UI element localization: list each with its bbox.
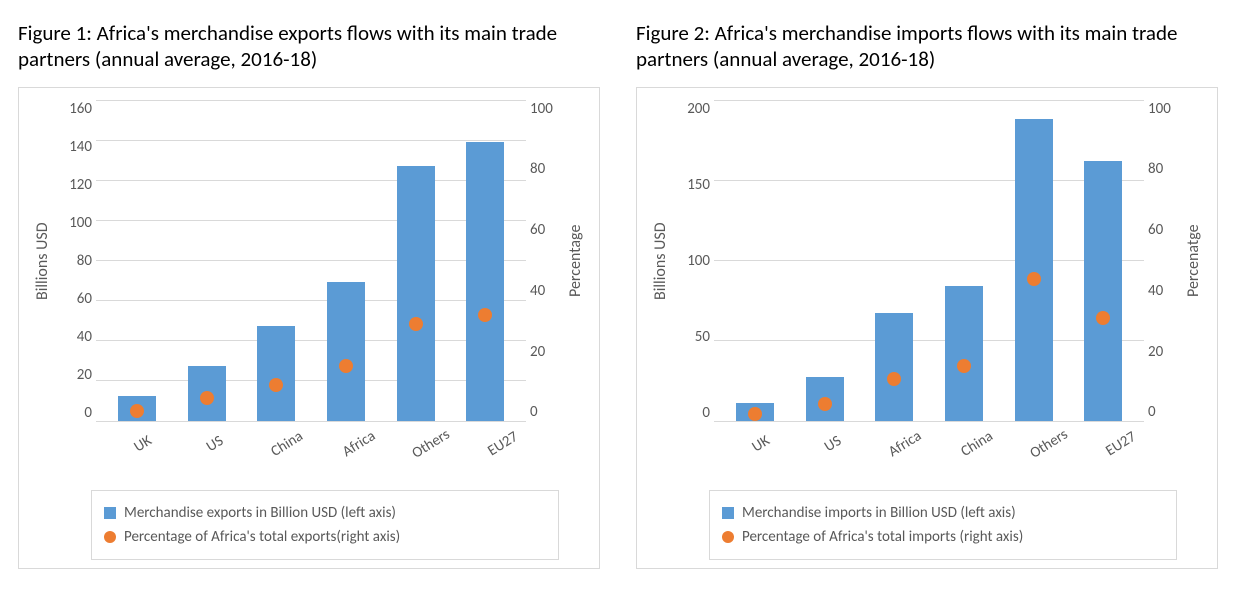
marker-dot <box>130 404 144 418</box>
bar-group <box>241 100 311 421</box>
tick-label: 80 <box>1148 160 1178 178</box>
bar-group <box>311 100 381 421</box>
plot-area <box>96 100 526 422</box>
dot-swatch-icon <box>104 531 116 543</box>
marker-dot <box>1027 272 1041 286</box>
bar-group <box>381 100 451 421</box>
plot-row: Billions USD 160 140 120 100 80 60 40 20 0 100 80… <box>31 100 587 422</box>
y-left-ticks: 160 140 120 100 80 60 40 20 0 <box>58 100 92 422</box>
dot-swatch-icon <box>722 531 734 543</box>
bar-group <box>859 100 929 421</box>
tick-label: 100 <box>58 214 92 232</box>
marker-dot <box>409 317 423 331</box>
bar-group <box>720 100 790 421</box>
tick-label: 150 <box>676 176 710 194</box>
tick-label: 100 <box>530 100 560 118</box>
plot-row: Billions USD 200150100500 100806040200 P… <box>649 100 1205 422</box>
bar <box>1015 119 1053 421</box>
tick-label: 0 <box>1148 403 1178 421</box>
legend-marker-label: Percentage of Africa's total exports(rig… <box>124 528 400 546</box>
tick-label: 20 <box>58 366 92 384</box>
legend-bar-row: Merchandise imports in Billion USD (left… <box>722 501 1164 525</box>
x-axis-labels: UKUSAfricaChinaOthersEU27 <box>709 422 1153 456</box>
tick-label: 200 <box>676 100 710 118</box>
tick-label: 0 <box>676 404 710 422</box>
tick-label: 0 <box>530 403 560 421</box>
tick-label: 100 <box>1148 100 1178 118</box>
marker-dot <box>957 359 971 373</box>
figure-2-panel: Figure 2: Africa's merchandise imports f… <box>618 0 1236 610</box>
bar <box>257 326 295 420</box>
y-right-label: Percentage <box>564 100 587 422</box>
figure-2-chart: Billions USD 200150100500 100806040200 P… <box>636 87 1218 569</box>
marker-dot <box>269 378 283 392</box>
tick-label: 80 <box>58 252 92 270</box>
bar <box>397 166 435 421</box>
bar-swatch-icon <box>722 507 734 519</box>
tick-label: 80 <box>530 160 560 178</box>
marker-dot <box>887 372 901 386</box>
y-right-ticks: 100 80 60 40 20 0 <box>1148 100 1178 422</box>
bar-group <box>450 100 520 421</box>
tick-label: 50 <box>676 328 710 346</box>
bar-swatch-icon <box>104 507 116 519</box>
bar <box>1084 161 1122 421</box>
figure-1-panel: Figure 1: Africa's merchandise exports f… <box>0 0 618 610</box>
plot-area <box>714 100 1144 422</box>
tick-label: 60 <box>1148 221 1178 239</box>
bar <box>327 282 365 420</box>
bar-group <box>999 100 1069 421</box>
bars-container <box>96 100 526 421</box>
tick-label: 120 <box>58 176 92 194</box>
figure-2-title: Figure 2: Africa's merchandise imports f… <box>636 20 1218 73</box>
y-right-ticks: 100 80 60 40 20 0 <box>530 100 560 422</box>
tick-label: 100 <box>676 252 710 270</box>
legend-bar-label: Merchandise exports in Billion USD (left… <box>124 504 396 522</box>
bar-group <box>172 100 242 421</box>
y-left-label: Billions USD <box>649 100 672 422</box>
x-axis-labels: UKUSChinaAfricaOthersEU27 <box>91 422 535 456</box>
bar <box>945 286 983 421</box>
marker-dot <box>339 359 353 373</box>
legend: Merchandise exports in Billion USD (left… <box>91 490 559 560</box>
y-right-label: Percenatge <box>1182 100 1205 422</box>
tick-label: 40 <box>530 282 560 300</box>
tick-label: 160 <box>58 100 92 118</box>
legend-marker-row: Percentage of Africa's total imports (ri… <box>722 525 1164 549</box>
marker-dot <box>748 407 762 421</box>
figure-1-chart: Billions USD 160 140 120 100 80 60 40 20 0 100 80… <box>18 87 600 569</box>
tick-label: 0 <box>58 404 92 422</box>
y-left-label: Billions USD <box>31 100 54 422</box>
marker-dot <box>818 397 832 411</box>
bar-group <box>790 100 860 421</box>
legend-bar-label: Merchandise imports in Billion USD (left… <box>742 504 1016 522</box>
legend: Merchandise imports in Billion USD (left… <box>709 490 1177 560</box>
bar <box>466 142 504 421</box>
y-left-ticks: 200 150 100 50 0 <box>676 100 710 422</box>
legend-bar-row: Merchandise exports in Billion USD (left… <box>104 501 546 525</box>
tick-label: 140 <box>58 138 92 156</box>
bar-group <box>102 100 172 421</box>
tick-label: 20 <box>530 343 560 361</box>
tick-label: 20 <box>1148 343 1178 361</box>
tick-label: 40 <box>1148 282 1178 300</box>
figure-1-title: Figure 1: Africa's merchandise exports f… <box>18 20 600 73</box>
marker-dot <box>478 308 492 322</box>
bar <box>875 313 913 421</box>
legend-marker-row: Percentage of Africa's total exports(rig… <box>104 525 546 549</box>
marker-dot <box>1096 311 1110 325</box>
legend-marker-label: Percentage of Africa's total imports (ri… <box>742 528 1023 546</box>
tick-label: 60 <box>530 221 560 239</box>
bar-group <box>929 100 999 421</box>
tick-label: 40 <box>58 328 92 346</box>
marker-dot <box>200 391 214 405</box>
tick-label: 60 <box>58 290 92 308</box>
bar-group <box>1068 100 1138 421</box>
bars-container <box>714 100 1144 421</box>
